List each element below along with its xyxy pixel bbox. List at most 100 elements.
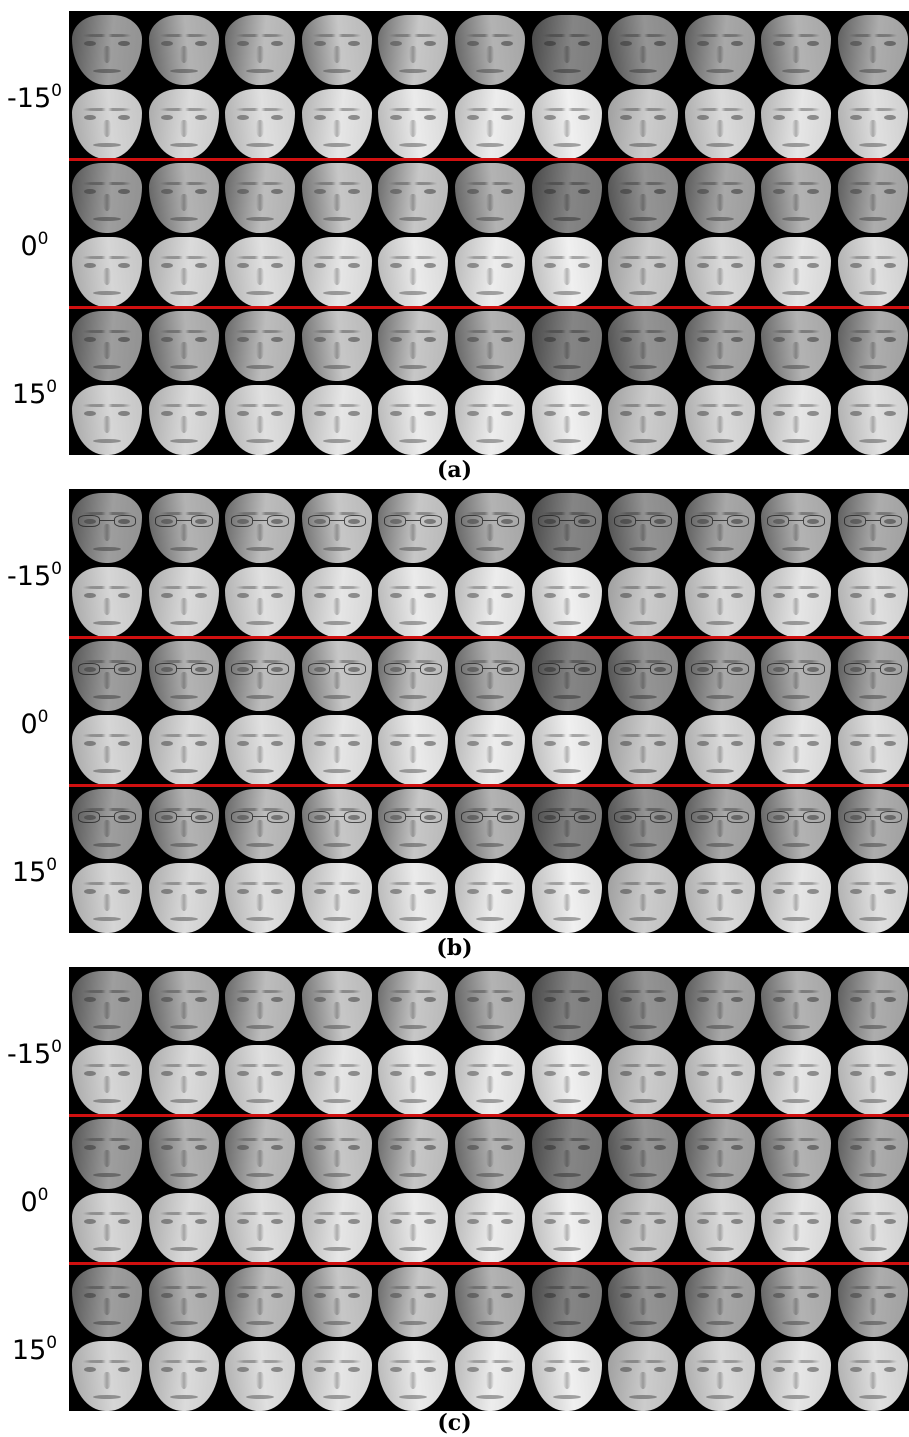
left-eye (389, 188, 403, 195)
right-eye (653, 518, 667, 525)
face-thumbnail (761, 641, 831, 711)
face-thumbnail (378, 89, 448, 159)
mouth (706, 68, 734, 74)
face-thumbnail (761, 567, 831, 637)
glasses-lens (191, 514, 214, 528)
nose (791, 671, 801, 689)
nose (715, 1223, 725, 1241)
nose (332, 523, 342, 541)
pose-angle-label: -150 (0, 1037, 69, 1070)
left-eye (619, 1292, 633, 1299)
eyebrows (846, 1063, 900, 1068)
eyebrows (157, 733, 211, 738)
face-thumbnail (378, 163, 448, 233)
right-eye (500, 1292, 514, 1299)
pose-angle-label: -150 (0, 559, 69, 592)
eyebrows (616, 1211, 670, 1216)
left-eye (236, 996, 250, 1003)
nose (562, 1149, 572, 1167)
nose (102, 745, 112, 763)
left-eye (696, 1144, 710, 1151)
panel-caption: (c) (437, 1410, 472, 1436)
left-eye (696, 592, 710, 599)
left-eye (236, 888, 250, 895)
left-eye (543, 410, 557, 417)
nose (255, 819, 265, 837)
right-eye (653, 114, 667, 121)
face-thumbnail (302, 789, 372, 859)
eyebrows (157, 255, 211, 260)
glasses-bridge (329, 519, 345, 522)
face-thumbnail (608, 1341, 678, 1411)
nose (485, 415, 495, 433)
figure-panel: -150 00 150 (0, 489, 909, 933)
right-eye (194, 1144, 208, 1151)
mouth (782, 1024, 810, 1030)
mouth (246, 842, 274, 848)
glasses-lens (307, 514, 330, 528)
right-eye (500, 114, 514, 121)
face-thumbnail (532, 715, 602, 785)
face-thumbnail (149, 1341, 219, 1411)
eyebrows (540, 107, 594, 112)
glasses-lens (77, 662, 100, 676)
mouth (553, 290, 581, 296)
eyebrows (693, 1285, 747, 1290)
left-eye (466, 336, 480, 343)
pose-angle-value: 0 (20, 231, 38, 262)
mouth (246, 546, 274, 552)
face-thumbnail (72, 715, 142, 785)
mouth (170, 1098, 198, 1104)
glasses-lens (880, 514, 903, 528)
nose (102, 45, 112, 63)
nose (868, 45, 878, 63)
mouth (323, 290, 351, 296)
eyebrows (386, 329, 440, 334)
right-eye (577, 1218, 591, 1225)
nose (868, 819, 878, 837)
mouth (859, 768, 887, 774)
right-eye (194, 1366, 208, 1373)
right-eye (347, 1366, 361, 1373)
nose (102, 1297, 112, 1315)
face-thumbnail (149, 89, 219, 159)
nose (485, 597, 495, 615)
glasses-lens (154, 810, 177, 824)
eyeglasses (77, 810, 137, 824)
nose (255, 1001, 265, 1019)
glasses-lens (154, 514, 177, 528)
face-thumbnail (685, 1045, 755, 1115)
nose (562, 597, 572, 615)
nose (485, 45, 495, 63)
right-eye (730, 814, 744, 821)
mouth (323, 1320, 351, 1326)
mouth (399, 290, 427, 296)
right-eye (423, 410, 437, 417)
nose (102, 671, 112, 689)
mouth (782, 1246, 810, 1252)
left-eye (389, 336, 403, 343)
eyebrows (846, 1285, 900, 1290)
mouth (246, 68, 274, 74)
eyebrows (769, 329, 823, 334)
nose (638, 1297, 648, 1315)
eyebrows (540, 255, 594, 260)
nose (638, 119, 648, 137)
mouth (93, 1320, 121, 1326)
nose (715, 1075, 725, 1093)
left-eye (313, 262, 327, 269)
mouth (706, 142, 734, 148)
left-eye (543, 1292, 557, 1299)
face-thumbnail (225, 311, 295, 381)
nose (715, 745, 725, 763)
mouth (706, 916, 734, 922)
face-thumbnail (761, 1341, 831, 1411)
face-thumbnail (72, 15, 142, 85)
right-eye (117, 114, 131, 121)
mouth (782, 768, 810, 774)
right-eye (883, 1366, 897, 1373)
left-eye (849, 518, 863, 525)
nose (408, 1075, 418, 1093)
eyebrows (233, 181, 287, 186)
eyeglasses (383, 662, 443, 676)
